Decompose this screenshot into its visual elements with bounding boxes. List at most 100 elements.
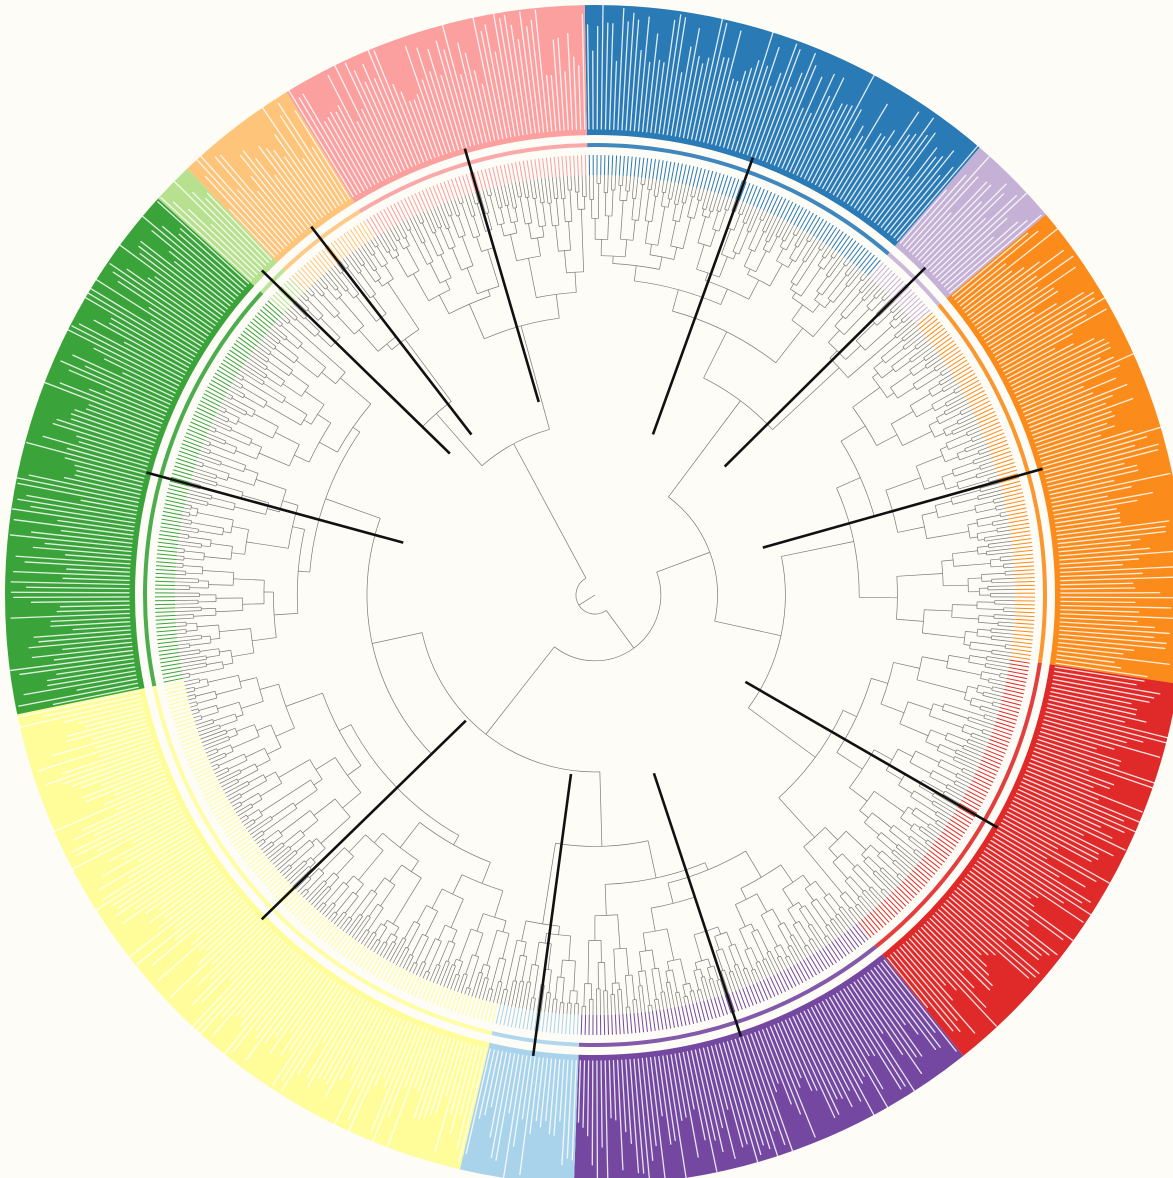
leaf-label (832, 994, 870, 1057)
branch-radial (265, 842, 283, 857)
leaf-tip (891, 283, 907, 299)
leaf-label (877, 147, 938, 226)
branch-radial (638, 971, 641, 986)
branch-arc (744, 947, 752, 951)
leaf-label (814, 72, 876, 186)
branch-radial (240, 780, 267, 796)
branch-radial (249, 818, 273, 836)
branch-radial (426, 210, 437, 232)
leaf-label (976, 860, 1031, 899)
leaf-label (711, 30, 742, 145)
leaf-tip (318, 921, 332, 938)
branch-radial (227, 759, 248, 770)
branch-radial (489, 188, 493, 196)
branch-radial (359, 272, 376, 295)
leaf-tip (1010, 530, 1031, 535)
branch-radial (429, 262, 441, 284)
branch-radial (914, 336, 927, 347)
leaf-label (105, 390, 166, 417)
leaf-label (941, 236, 994, 285)
leaf-tip (834, 939, 847, 957)
branch-radial (970, 641, 1006, 647)
branch-radial (899, 873, 906, 879)
branch-radial (613, 949, 616, 984)
leaf-label (126, 268, 214, 330)
leaf-tip (982, 425, 1002, 434)
branch-arc (880, 888, 884, 892)
branch-radial (990, 565, 1004, 568)
branch-radial (466, 267, 478, 294)
leaf-tip (979, 418, 999, 428)
leaf-label (981, 287, 1055, 337)
leaf-label (612, 1059, 617, 1121)
leaf-label (600, 1060, 603, 1148)
branch-radial (175, 614, 194, 616)
leaf-label (133, 814, 185, 843)
branch-radial (713, 965, 719, 981)
leaf-label (327, 117, 369, 189)
branch-radial (946, 667, 982, 676)
branch-arc (323, 902, 327, 906)
branch-radial (701, 209, 705, 216)
leaf-label (1033, 411, 1112, 440)
branch-radial (614, 994, 616, 1015)
branch-radial (848, 270, 862, 287)
branch-radial (578, 594, 596, 606)
branch-radial (710, 230, 717, 247)
leaf-tip (989, 738, 1009, 747)
branch-radial (944, 738, 964, 748)
inner-ring-clade-green (143, 291, 264, 687)
branch-radial (832, 918, 845, 934)
branch-radial (807, 944, 814, 955)
leaf-label (484, 1050, 500, 1116)
branch-radial (947, 732, 968, 742)
branch-radial (230, 429, 253, 440)
branch-radial (802, 874, 811, 886)
leaf-label (191, 899, 244, 946)
leaf-label (988, 843, 1083, 904)
branch-radial (918, 785, 934, 795)
leaf-tip (372, 957, 384, 976)
leaf-tip (476, 170, 484, 191)
leaf-label (66, 447, 147, 471)
leaf-tip (828, 229, 841, 247)
leaf-label (645, 1057, 657, 1147)
branch-arc (778, 710, 844, 799)
branch-radial (265, 376, 282, 387)
leaf-label (722, 1042, 760, 1168)
leaf-tip (390, 205, 401, 224)
leaf-tip (963, 383, 982, 394)
branch-radial (311, 886, 329, 906)
branch-radial (282, 383, 302, 397)
leaf-label (188, 208, 258, 275)
branch-radial (632, 219, 636, 241)
leaf-tip (911, 869, 928, 884)
leaf-tip (157, 545, 178, 549)
pointer-line-clade-red (744, 680, 999, 829)
branch-radial (207, 503, 234, 511)
leaf-label (139, 213, 239, 297)
leaf-label (1055, 662, 1148, 678)
leaf-label (197, 920, 264, 986)
branch-radial (953, 563, 991, 567)
leaf-tip (904, 297, 921, 312)
branch-arc (834, 325, 845, 335)
leaf-tip (735, 990, 743, 1010)
branch-radial (703, 331, 727, 379)
leaf-tip (894, 286, 910, 302)
leaf-tip (891, 891, 907, 907)
branch-radial (942, 709, 969, 719)
branch-radial (277, 852, 298, 871)
leaf-tip (834, 233, 847, 251)
leaf-tip (174, 717, 194, 725)
branch-radial (272, 848, 292, 865)
branch-arc (239, 769, 242, 773)
leaf-tip (1014, 580, 1035, 583)
leaf-label (1031, 754, 1115, 786)
leaf-tip (872, 264, 887, 281)
leaf-label (116, 242, 221, 320)
branch-radial (294, 789, 318, 806)
branch-radial (783, 922, 792, 936)
branch-arc (209, 635, 212, 643)
branch-radial (461, 203, 474, 238)
